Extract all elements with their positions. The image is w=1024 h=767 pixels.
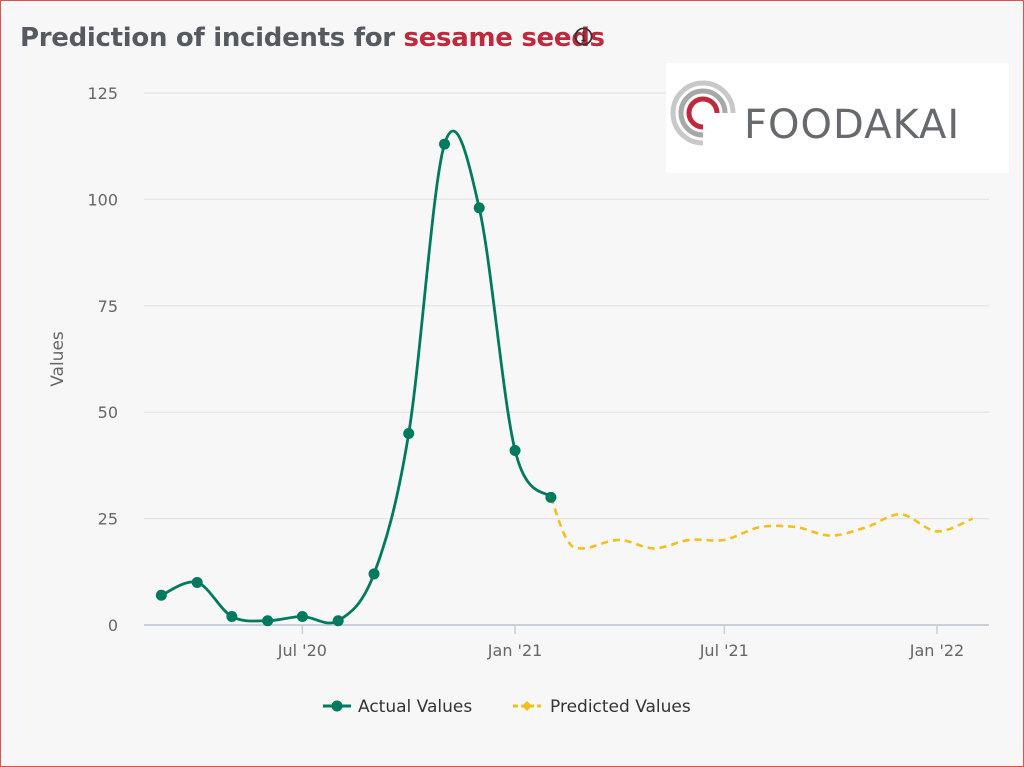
legend-predicted-marker	[522, 701, 532, 711]
y-axis-title: Values	[48, 331, 68, 387]
foodakai-logo-mark-icon	[670, 80, 736, 146]
y-axis: 0 25 50 75 100 125	[87, 84, 118, 635]
y-tick-label: 25	[98, 510, 118, 529]
info-circle-icon[interactable]	[574, 27, 593, 46]
actual-point[interactable]	[262, 615, 274, 627]
y-tick-label: 100	[87, 190, 118, 209]
series-actual	[155, 129, 557, 627]
y-tick-label: 0	[108, 616, 118, 635]
actual-point[interactable]	[332, 615, 344, 627]
actual-point[interactable]	[439, 138, 451, 150]
x-axis: Jul '20 Jan '21 Jul '21 Jan '22	[277, 625, 964, 660]
actual-point[interactable]	[191, 576, 203, 588]
legend-item-predicted[interactable]: Predicted Values	[513, 697, 691, 717]
legend-actual-marker	[331, 700, 343, 712]
actual-point[interactable]	[296, 610, 308, 622]
actual-point[interactable]	[155, 589, 167, 601]
foodakai-logo: FOODAKAI	[666, 63, 1009, 173]
actual-point[interactable]	[226, 610, 238, 622]
y-tick-label: 75	[98, 297, 118, 316]
predicted-line	[549, 496, 974, 550]
title-highlight: sesame seeds	[403, 23, 605, 53]
x-tick-label: Jul '21	[699, 641, 749, 660]
logo-text: FOODAKAI	[744, 102, 961, 148]
actual-point[interactable]	[403, 427, 415, 439]
actual-point[interactable]	[368, 568, 380, 580]
actual-point[interactable]	[545, 491, 557, 503]
x-tick-label: Jan '22	[909, 641, 965, 660]
chart-title: Prediction of incidents for sesame seeds	[20, 23, 605, 53]
x-tick-label: Jul '20	[277, 641, 327, 660]
legend-predicted-label: Predicted Values	[550, 697, 691, 717]
actual-line	[160, 129, 553, 625]
legend-actual-label: Actual Values	[358, 697, 472, 717]
legend-item-actual[interactable]: Actual Values	[323, 697, 472, 717]
actual-point[interactable]	[473, 202, 485, 214]
series-predicted	[549, 496, 974, 550]
x-tick-label: Jan '21	[487, 641, 543, 660]
legend: Actual Values Predicted Values	[323, 697, 691, 717]
title-prefix: Prediction of incidents for	[20, 23, 404, 53]
actual-point[interactable]	[509, 445, 521, 457]
y-tick-label: 125	[87, 84, 118, 103]
grid-lines	[144, 92, 989, 626]
y-tick-label: 50	[98, 403, 118, 422]
